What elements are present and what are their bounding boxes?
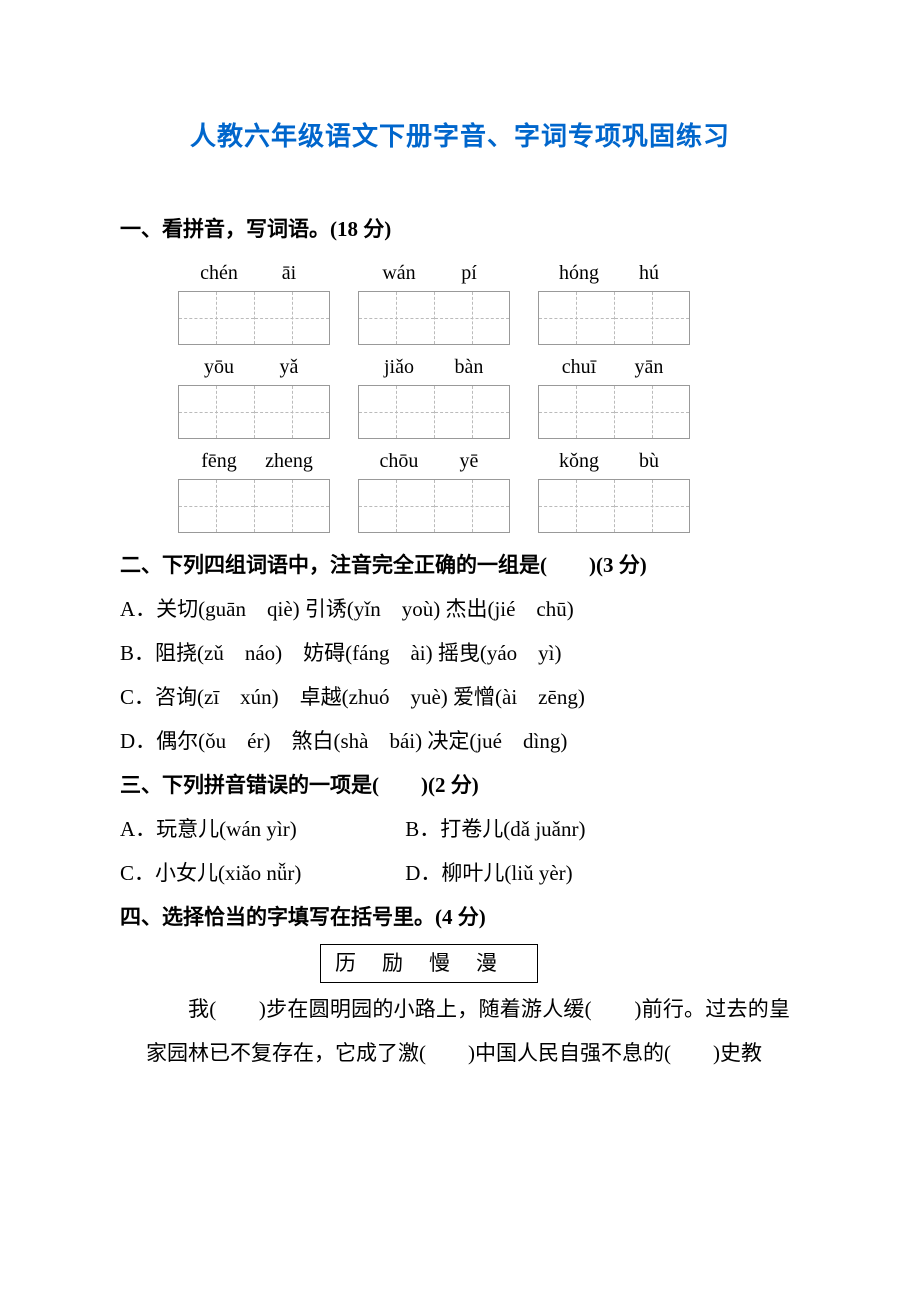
pinyin-syl: hóng (544, 259, 614, 287)
q2-option-c[interactable]: C．咨询(zī xún) 卓越(zhuó yuè) 爱憎(ài zēng) (120, 675, 800, 719)
q4-heading: 四、选择恰当的字填写在括号里。(4 分) (120, 895, 800, 939)
pinyin-row-1: chénāi wánpí hónghú (178, 259, 800, 345)
page-title: 人教六年级语文下册字音、字词专项巩固练习 (120, 110, 800, 165)
tianzi-box[interactable] (538, 479, 690, 533)
pinyin-syl: zheng (254, 447, 324, 475)
tianzi-box[interactable] (178, 385, 330, 439)
pinyin-group: chénāi (178, 259, 330, 345)
pinyin-group: kǒngbù (538, 447, 690, 533)
tianzi-box[interactable] (358, 479, 510, 533)
pinyin-syl: yǎ (254, 353, 324, 381)
q2-option-a[interactable]: A．关切(guān qiè) 引诱(yǐn yoù) 杰出(jié chū) (120, 587, 800, 631)
pinyin-syl: yān (614, 353, 684, 381)
q3-option-a[interactable]: A．玩意儿(wán yìr) (120, 807, 400, 851)
q4-paragraph: 我( )步在圆明园的小路上，随着游人缓( )前行。过去的皇家园林已不复存在，它成… (146, 987, 790, 1075)
pinyin-group: jiǎobàn (358, 353, 510, 439)
pinyin-row-2: yōuyǎ jiǎobàn chuīyān (178, 353, 800, 439)
q1-heading: 一、看拼音，写词语。(18 分) (120, 207, 800, 251)
q3-option-c[interactable]: C．小女儿(xiǎo nǚr) (120, 851, 400, 895)
tianzi-box[interactable] (358, 385, 510, 439)
pinyin-syl: chén (184, 259, 254, 287)
pinyin-syl: chuī (544, 353, 614, 381)
q3-heading: 三、下列拼音错误的一项是( )(2 分) (120, 763, 800, 807)
q2-option-b[interactable]: B．阻挠(zǔ náo) 妨碍(fáng ài) 摇曳(yáo yì) (120, 631, 800, 675)
tianzi-box[interactable] (178, 479, 330, 533)
pinyin-syl: kǒng (544, 447, 614, 475)
tianzi-box[interactable] (178, 291, 330, 345)
pinyin-syl: jiǎo (364, 353, 434, 381)
pinyin-syl: bàn (434, 353, 504, 381)
q3-option-d[interactable]: D．柳叶儿(liǔ yèr) (405, 851, 685, 895)
pinyin-group: fēngzheng (178, 447, 330, 533)
pinyin-group: hónghú (538, 259, 690, 345)
q3-option-b[interactable]: B．打卷儿(dǎ juǎnr) (405, 807, 685, 851)
tianzi-box[interactable] (538, 385, 690, 439)
tianzi-box[interactable] (358, 291, 510, 345)
pinyin-syl: yōu (184, 353, 254, 381)
pinyin-group: chōuyē (358, 447, 510, 533)
pinyin-syl: pí (434, 259, 504, 287)
pinyin-group: wánpí (358, 259, 510, 345)
pinyin-row-3: fēngzheng chōuyē kǒngbù (178, 447, 800, 533)
q2-heading: 二、下列四组词语中，注音完全正确的一组是( )(3 分) (120, 543, 800, 587)
pinyin-syl: bù (614, 447, 684, 475)
q2-option-d[interactable]: D．偶尔(ǒu ér) 煞白(shà bái) 决定(jué dìng) (120, 719, 800, 763)
pinyin-syl: fēng (184, 447, 254, 475)
tianzi-box[interactable] (538, 291, 690, 345)
pinyin-syl: hú (614, 259, 684, 287)
pinyin-syl: wán (364, 259, 434, 287)
pinyin-group: chuīyān (538, 353, 690, 439)
q4-wordbank: 历励慢漫 (320, 944, 538, 984)
pinyin-syl: yē (434, 447, 504, 475)
pinyin-syl: chōu (364, 447, 434, 475)
pinyin-group: yōuyǎ (178, 353, 330, 439)
pinyin-syl: āi (254, 259, 324, 287)
